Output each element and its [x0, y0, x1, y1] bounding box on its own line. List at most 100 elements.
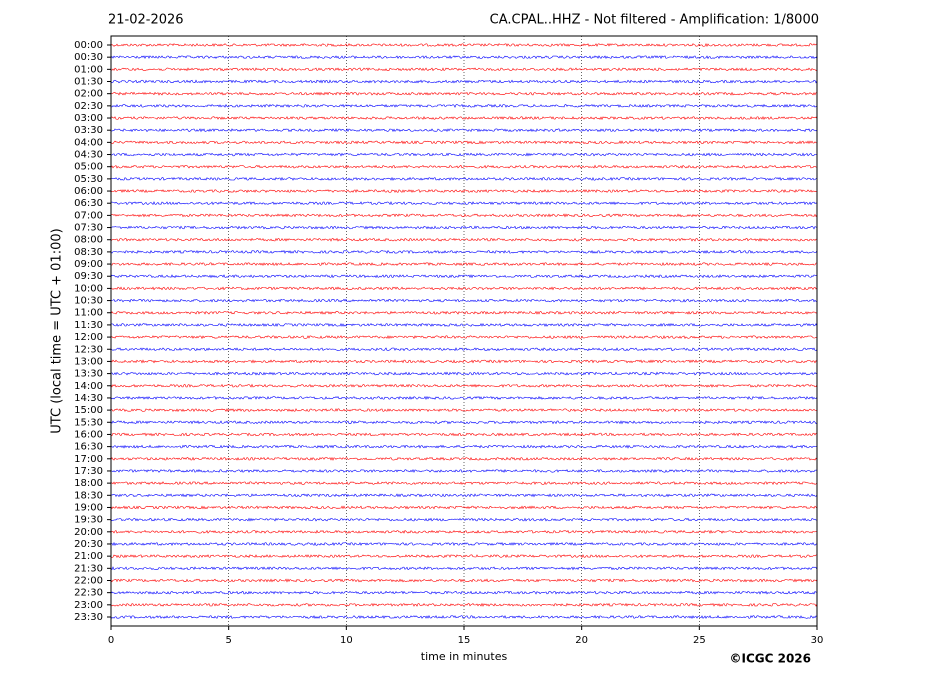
trace — [110, 128, 818, 133]
copyright: ©ICGC 2026 — [729, 652, 811, 666]
trace — [110, 383, 818, 388]
trace — [110, 432, 818, 437]
trace — [110, 249, 818, 254]
y-tick-label: 20:30 — [74, 539, 103, 550]
y-tick-label: 08:00 — [74, 235, 103, 246]
y-tick-label: 19:30 — [74, 515, 103, 526]
y-tick-label: 02:00 — [74, 89, 103, 100]
y-tick-label: 23:00 — [74, 600, 103, 611]
y-tick-label: 11:00 — [74, 308, 103, 319]
y-tick-label: 05:30 — [74, 174, 103, 185]
y-tick-label: 17:30 — [74, 466, 103, 477]
y-tick-label: 05:00 — [74, 162, 103, 173]
y-tick-label: 16:00 — [74, 429, 103, 440]
y-tick-label: 21:30 — [74, 563, 103, 574]
x-tick-label: 0 — [108, 635, 114, 646]
trace — [110, 322, 818, 327]
trace — [110, 274, 818, 279]
trace — [110, 566, 818, 571]
trace — [110, 213, 818, 218]
y-tick-label: 22:30 — [74, 588, 103, 599]
y-tick-label: 19:00 — [74, 502, 103, 513]
trace — [110, 310, 818, 315]
y-tick-label: 17:00 — [74, 454, 103, 465]
x-tick-label: 10 — [340, 635, 353, 646]
y-tick-label: 11:30 — [74, 320, 103, 331]
date-title: 21-02-2026 — [108, 13, 184, 28]
trace — [110, 493, 818, 498]
y-tick-label: 08:30 — [74, 247, 103, 258]
trace — [110, 103, 818, 108]
x-tick-label: 30 — [811, 635, 824, 646]
plot-area — [110, 36, 818, 626]
trace — [110, 359, 818, 364]
y-tick-label: 03:00 — [74, 113, 103, 124]
x-tick-label: 15 — [458, 635, 471, 646]
chart-title: CA.CPAL..HHZ - Not filtered - Amplificat… — [490, 13, 819, 28]
trace — [110, 79, 818, 84]
y-tick-label: 23:30 — [74, 612, 103, 623]
y-tick-label: 16:30 — [74, 442, 103, 453]
trace — [110, 225, 818, 230]
y-tick-label: 12:30 — [74, 344, 103, 355]
trace — [110, 444, 818, 449]
trace — [110, 505, 818, 510]
trace — [110, 615, 818, 619]
trace — [110, 189, 818, 193]
y-tick-label: 10:30 — [74, 296, 103, 307]
trace — [110, 469, 818, 473]
y-tick-label: 09:00 — [74, 259, 103, 270]
y-tick-label: 13:00 — [74, 356, 103, 367]
y-tick-label: 07:00 — [74, 210, 103, 221]
trace — [110, 335, 818, 340]
trace — [110, 140, 818, 145]
y-axis-label: UTC (local time = UTC + 01:00) — [50, 228, 65, 433]
trace — [110, 517, 818, 522]
y-tick-label: 09:30 — [74, 271, 103, 282]
y-tick-label: 04:00 — [74, 137, 103, 148]
y-tick-label: 00:30 — [74, 52, 103, 63]
y-tick-label: 15:00 — [74, 405, 103, 416]
trace — [110, 298, 818, 303]
y-tick-label: 07:30 — [74, 223, 103, 234]
trace — [110, 590, 818, 595]
y-tick-label: 10:00 — [74, 283, 103, 294]
y-tick-label: 06:00 — [74, 186, 103, 197]
trace — [110, 164, 818, 169]
trace — [110, 286, 818, 291]
trace — [110, 395, 818, 401]
y-tick-label: 13:30 — [74, 369, 103, 380]
trace — [110, 578, 818, 583]
y-tick-label: 12:00 — [74, 332, 103, 343]
y-tick-label: 01:30 — [74, 77, 103, 88]
trace — [110, 541, 818, 546]
y-tick-label: 04:30 — [74, 150, 103, 161]
y-tick-label: 18:00 — [74, 478, 103, 489]
trace — [110, 420, 818, 425]
y-tick-label: 00:00 — [74, 40, 103, 51]
trace — [110, 529, 818, 534]
trace — [110, 91, 818, 96]
trace — [110, 201, 818, 206]
x-axis-label: time in minutes — [421, 650, 508, 663]
y-tick-label: 14:00 — [74, 381, 103, 392]
trace — [110, 115, 818, 121]
y-tick-label: 02:30 — [74, 101, 103, 112]
trace — [110, 371, 818, 376]
trace — [110, 262, 818, 267]
trace — [110, 408, 818, 413]
trace — [110, 481, 818, 486]
y-tick-label: 06:30 — [74, 198, 103, 209]
trace — [110, 67, 818, 72]
trace — [110, 456, 818, 461]
x-tick-label: 25 — [693, 635, 706, 646]
y-tick-label: 14:30 — [74, 393, 103, 404]
trace — [110, 602, 818, 607]
y-tick-label: 21:00 — [74, 551, 103, 562]
trace — [110, 347, 818, 352]
trace — [110, 55, 818, 60]
y-tick-label: 01:00 — [74, 64, 103, 75]
x-tick-label: 20 — [575, 635, 588, 646]
